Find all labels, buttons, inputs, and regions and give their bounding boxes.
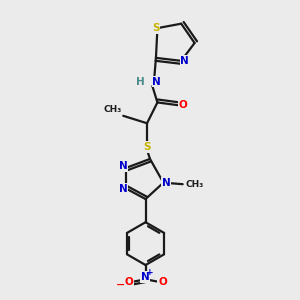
Text: N: N [180, 56, 189, 66]
Text: S: S [143, 142, 151, 152]
Text: N: N [152, 76, 161, 87]
Text: +: + [146, 268, 154, 277]
Text: N: N [119, 161, 128, 171]
Text: N: N [119, 184, 128, 194]
Text: CH₃: CH₃ [103, 105, 122, 114]
Text: −: − [116, 280, 125, 290]
Text: O: O [124, 277, 133, 287]
Text: S: S [152, 23, 160, 33]
Text: N: N [141, 272, 149, 282]
Text: CH₃: CH₃ [185, 180, 203, 189]
Text: O: O [179, 100, 188, 110]
Text: N: N [162, 178, 171, 188]
Text: H: H [136, 76, 145, 87]
Text: O: O [158, 277, 167, 287]
